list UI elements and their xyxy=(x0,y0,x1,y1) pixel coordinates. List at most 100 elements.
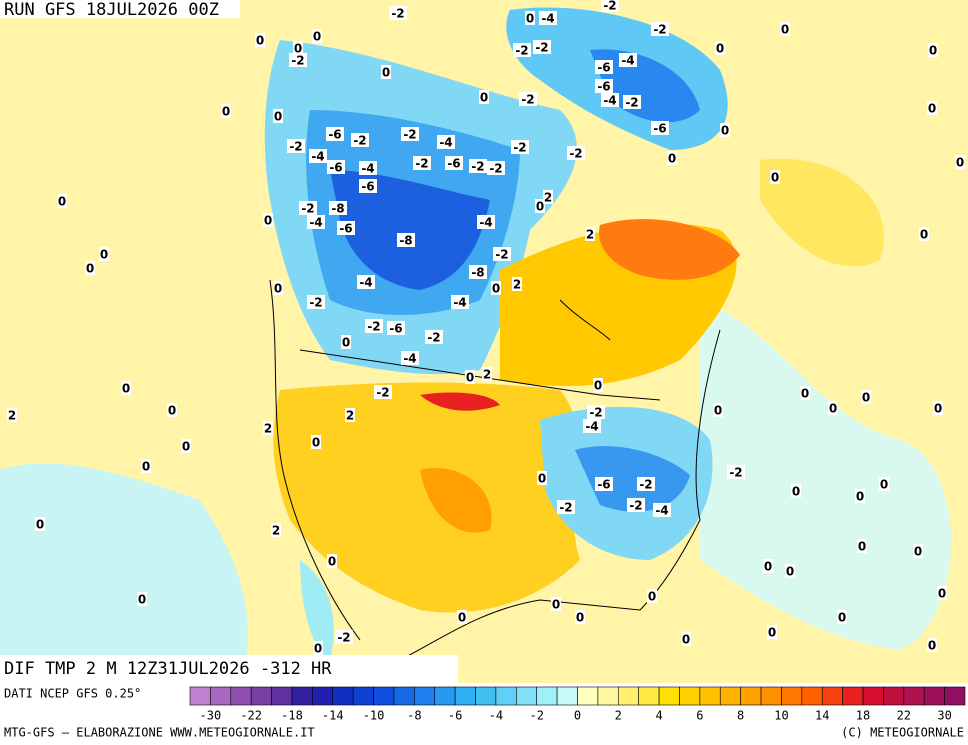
contour-label: 0 xyxy=(274,282,282,296)
label-box xyxy=(137,592,147,606)
contour-label: 2 xyxy=(483,368,491,382)
contour-label: 0 xyxy=(312,436,320,450)
colorbar-swatch xyxy=(617,686,639,706)
label-box xyxy=(307,295,325,309)
colorbar-swatch xyxy=(373,686,395,706)
label-box xyxy=(57,194,67,208)
contour-label: 0 xyxy=(294,42,302,56)
label-box xyxy=(365,319,383,333)
contour-label: -2 xyxy=(515,44,528,58)
cool-area xyxy=(300,560,334,660)
label-box xyxy=(763,559,773,573)
label-box xyxy=(397,233,415,247)
label-box xyxy=(519,92,537,106)
contour-label: -4 xyxy=(359,276,372,290)
contour-label: 0 xyxy=(768,626,776,640)
colorbar-swatch xyxy=(352,686,374,706)
warm-area xyxy=(760,158,884,267)
label-box xyxy=(767,625,777,639)
contour-label: -2 xyxy=(625,96,638,110)
contour-label: 0 xyxy=(929,44,937,58)
label-box xyxy=(469,159,487,173)
label-box xyxy=(857,539,867,553)
label-box xyxy=(651,121,669,135)
contour-label: 0 xyxy=(122,382,130,396)
coastline xyxy=(269,279,361,641)
label-box xyxy=(181,439,191,453)
contour-label: -4 xyxy=(309,216,322,230)
label-box xyxy=(221,104,231,118)
label-box xyxy=(533,40,551,54)
label-box xyxy=(575,610,585,624)
label-box xyxy=(309,149,327,163)
colorbar-swatch xyxy=(271,686,293,706)
contour-label: 0 xyxy=(138,593,146,607)
colorbar-label: 4 xyxy=(655,709,662,723)
label-box xyxy=(535,199,545,213)
contour-label: -6 xyxy=(653,122,666,136)
contour-label: -4 xyxy=(603,94,616,108)
colorbar-swatch xyxy=(597,686,619,706)
label-box xyxy=(287,139,305,153)
label-box xyxy=(927,101,937,115)
label-box xyxy=(780,22,790,36)
contour-label: -8 xyxy=(471,266,484,280)
label-box xyxy=(359,161,377,175)
colorbar-label: -6 xyxy=(448,709,462,723)
label-box xyxy=(345,408,355,422)
contour-label: 0 xyxy=(668,152,676,166)
label-box xyxy=(567,146,585,160)
contour-label: -6 xyxy=(597,478,610,492)
label-box xyxy=(437,135,455,149)
label-box xyxy=(469,265,487,279)
colorbar-label: 2 xyxy=(615,709,622,723)
colorbar-swatch xyxy=(903,686,925,706)
warm-core xyxy=(420,468,492,533)
colorbar-swatch xyxy=(842,686,864,706)
colorbar-label: 18 xyxy=(856,709,870,723)
label-box xyxy=(595,79,613,93)
label-box xyxy=(587,405,605,419)
contour-label: 0 xyxy=(458,611,466,625)
label-box xyxy=(401,351,419,365)
colorbar-swatch xyxy=(230,686,252,706)
contour-label: -2 xyxy=(589,406,602,420)
contour-label: 0 xyxy=(721,124,729,138)
label-box xyxy=(357,275,375,289)
contour-label: -2 xyxy=(289,140,302,154)
colorbar-swatch xyxy=(699,686,721,706)
colorbar-swatch xyxy=(495,686,517,706)
contour-label: 0 xyxy=(256,34,264,48)
contour-label: 0 xyxy=(538,472,546,486)
contour-label: 0 xyxy=(36,518,44,532)
label-box xyxy=(619,53,637,67)
contour-label: 0 xyxy=(682,633,690,647)
cold-core xyxy=(575,446,690,512)
colorbar-label: 8 xyxy=(737,709,744,723)
credit-text: MTG-GFS — ELABORAZIONE WWW.METEOGIORNALE… xyxy=(4,726,315,740)
contour-label: -6 xyxy=(328,128,341,142)
title-box xyxy=(0,655,458,683)
label-box xyxy=(557,500,575,514)
label-box xyxy=(445,156,463,170)
label-box xyxy=(337,221,355,235)
colorbar-swatch xyxy=(740,686,762,706)
label-box xyxy=(720,123,730,137)
label-box xyxy=(293,41,303,55)
label-box xyxy=(477,215,495,229)
label-box xyxy=(341,335,351,349)
contour-label: 2 xyxy=(346,409,354,423)
label-box xyxy=(770,170,780,184)
contour-label: 0 xyxy=(920,228,928,242)
label-box xyxy=(255,33,265,47)
map-title: DIF TMP 2 M 12Z31JUL2026 -312 HR xyxy=(4,659,332,679)
cool-area xyxy=(0,463,248,683)
label-box xyxy=(311,435,321,449)
colorbar-label: 6 xyxy=(696,709,703,723)
contour-label: 0 xyxy=(313,30,321,44)
colorbar-swatch xyxy=(210,686,232,706)
colorbar-swatch xyxy=(414,686,436,706)
contour-label: -2 xyxy=(495,248,508,262)
contour-label: 0 xyxy=(100,248,108,262)
